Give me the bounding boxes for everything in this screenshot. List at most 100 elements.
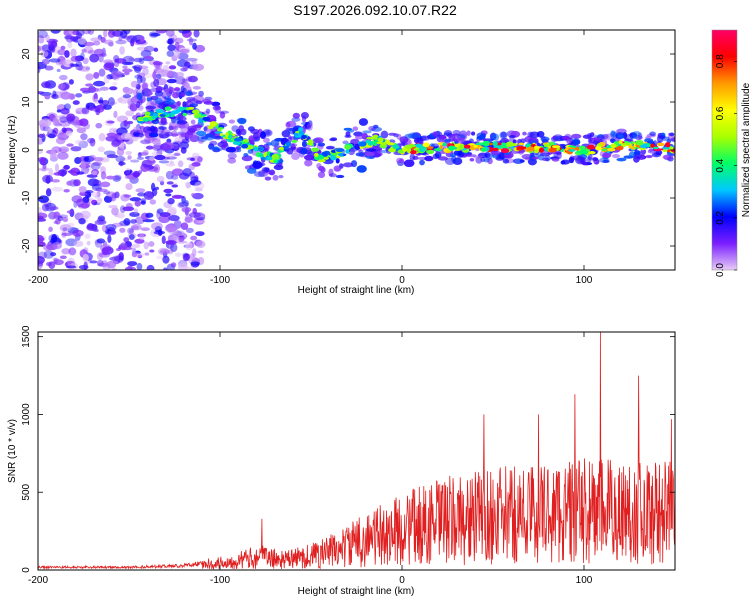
spectrogram-halo-blob (267, 171, 274, 175)
spectrogram-halo-blob (214, 104, 221, 110)
spectrogram-noise-blob (162, 255, 170, 264)
spectrogram-noise-blob (48, 261, 56, 269)
spectrogram-noise-blob (93, 71, 100, 79)
spectrogram-noise-blob (90, 87, 102, 93)
spectrogram-noise-blob (82, 65, 91, 73)
spectrogram-noise-blob (87, 30, 95, 35)
spectrogram-halo-blob (149, 125, 156, 132)
spectrogram-noise-blob (158, 215, 170, 224)
spectrogram-noise-blob (162, 156, 171, 160)
spectrogram-halo-blob (465, 154, 477, 158)
spectrogram-noise-blob (77, 66, 90, 72)
spectrogram-noise-blob (172, 125, 179, 131)
spectrogram-ridge-blob (338, 152, 344, 157)
spectrogram-noise-blob (165, 240, 177, 245)
spectrogram-halo-blob (209, 140, 218, 146)
spectrogram-noise-blob (38, 251, 48, 260)
spectrogram-ridge-blob (321, 151, 329, 157)
spectrogram-noise-blob (197, 250, 205, 254)
spectrogram-ridge-blob (345, 148, 350, 154)
spectrogram-noise-blob (105, 224, 117, 231)
spectrogram-noise-blob (60, 91, 72, 100)
spectrogram-noise-blob (120, 132, 133, 140)
spectrogram-halo-blob (227, 157, 237, 164)
spectrogram-noise-blob (73, 179, 81, 187)
spectrogram-halo-blob (456, 137, 466, 145)
spectrogram-ridge-blob (595, 145, 602, 151)
spectrogram-halo-blob (611, 153, 621, 159)
spectrogram-noise-blob (80, 202, 90, 209)
spectrogram-noise-blob (103, 62, 115, 71)
spectrogram-noise-blob (156, 73, 162, 79)
spectrogram-noise-blob (190, 119, 196, 125)
spectrogram-noise-blob (68, 247, 77, 256)
spectrogram-noise-blob (126, 35, 138, 43)
spectrogram-halo-blob (342, 140, 349, 145)
spectrogram-noise-blob (38, 133, 45, 138)
spectrogram-noise-blob (154, 186, 160, 190)
spectrogram-halo-blob (317, 142, 326, 147)
spectrogram-halo-blob (560, 160, 566, 165)
spectrogram-noise-blob (109, 86, 118, 91)
spectrogram-noise-blob (123, 120, 128, 127)
spectrogram-noise-blob (167, 206, 177, 214)
spectrogram-noise-blob (44, 93, 51, 100)
spectrogram-halo-blob (555, 151, 562, 155)
spectrogram-x-tick-label: 100 (576, 275, 593, 286)
spectrogram-noise-blob (188, 36, 193, 46)
spectrogram-noise-blob (59, 224, 72, 232)
spectrogram-noise-blob (54, 163, 59, 173)
spectrogram-ridge-blob (607, 147, 616, 152)
spectrogram-noise-blob (182, 252, 190, 257)
spectrogram-noise-blob (102, 104, 112, 110)
spectrogram-noise-blob (98, 68, 106, 77)
spectrogram-ridge-blob (344, 144, 352, 150)
spectrogram-noise-blob (190, 235, 198, 241)
spectrogram-noise-blob (58, 116, 66, 122)
spectrogram-noise-blob (114, 191, 120, 199)
spectrogram-noise-blob (194, 187, 203, 192)
spectrogram-halo-blob (640, 154, 646, 159)
spectrogram-noise-blob (143, 45, 155, 53)
figure-title: S197.2026.092.10.07.R22 (293, 2, 457, 18)
spectrogram-halo-blob (352, 126, 359, 131)
spectrogram-noise-blob (118, 36, 123, 42)
spectrogram-ridge-blob (402, 147, 408, 152)
spectrogram-noise-blob (49, 45, 56, 53)
spectrogram-noise-blob (96, 252, 104, 261)
spectrogram-halo-blob (329, 138, 337, 142)
spectrogram-noise-blob (68, 79, 74, 85)
spectrogram-noise-blob (175, 71, 185, 78)
spectrogram-noise-blob (66, 113, 76, 122)
spectrogram-noise-blob (105, 191, 117, 197)
spectrogram-noise-blob (103, 59, 114, 64)
spectrogram-noise-blob (91, 185, 101, 190)
spectrogram-noise-blob (70, 63, 79, 67)
spectrogram-noise-blob (107, 234, 112, 244)
spectrogram-noise-blob (122, 206, 135, 212)
spectrogram-halo-blob (582, 134, 592, 139)
spectrogram-halo-blob (499, 131, 508, 140)
spectrogram-halo-blob (286, 120, 297, 128)
spectrogram-noise-blob (108, 230, 117, 236)
spectrogram-noise-blob (85, 73, 94, 81)
spectrogram-halo-blob (301, 140, 308, 148)
spectrogram-noise-blob (148, 241, 155, 247)
spectrogram-noise-blob (182, 253, 190, 262)
spectrogram-noise-blob (139, 36, 145, 42)
spectrogram-noise-blob (94, 228, 99, 233)
spectrogram-ridge-blob (322, 157, 330, 160)
spectrogram-x-tick-label: -200 (28, 275, 48, 286)
spectrogram-noise-blob (45, 175, 51, 184)
spectrogram-noise-blob (129, 102, 138, 112)
spectrogram-noise-blob (86, 137, 96, 144)
spectrogram-noise-blob (166, 181, 174, 185)
spectrogram-noise-blob (157, 68, 167, 77)
spectrogram-ridge-blob (439, 145, 443, 150)
spectrogram-halo-blob (147, 126, 152, 131)
spectrogram-ridge-blob (662, 149, 668, 153)
spectrogram-halo-blob (592, 157, 599, 162)
spectrogram-noise-blob (38, 212, 48, 220)
spectrogram-noise-blob (120, 30, 128, 39)
